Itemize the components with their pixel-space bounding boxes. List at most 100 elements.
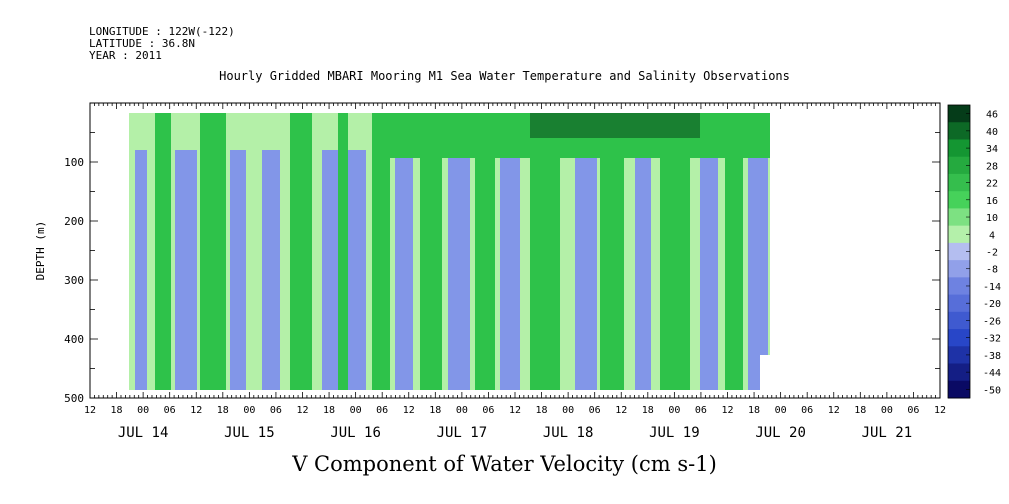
colorbar-label: -20 xyxy=(983,299,1001,310)
positive-band xyxy=(420,113,442,390)
negative-band xyxy=(395,150,413,390)
x-hour-tick-label: 12 xyxy=(84,405,96,416)
x-hour-tick-label: 18 xyxy=(429,405,441,416)
colorbar-label: -38 xyxy=(983,351,1001,362)
colorbar-border xyxy=(947,104,971,399)
colorbar-label: -14 xyxy=(983,282,1001,293)
colorbar-segment xyxy=(948,260,970,278)
colorbar-segment xyxy=(948,139,970,158)
colorbar-label: 22 xyxy=(986,179,998,190)
x-hour-tick-label: 00 xyxy=(137,405,149,416)
positive-band xyxy=(372,113,390,390)
x-hour-tick-label: 06 xyxy=(695,405,707,416)
x-hour-tick-label: 06 xyxy=(589,405,601,416)
colorbar-segment xyxy=(948,105,970,123)
positive-band xyxy=(475,113,495,390)
x-hour-tick-label: 12 xyxy=(615,405,627,416)
x-hour-tick-label: 00 xyxy=(350,405,362,416)
colorbar-segment xyxy=(948,225,970,244)
x-axis-title: V Component of Water Velocity (cm s-1) xyxy=(292,452,717,476)
colorbar-segment xyxy=(948,242,970,261)
x-hour-tick-label: 12 xyxy=(934,405,946,416)
x-hour-tick-label: 18 xyxy=(217,405,229,416)
positive-band xyxy=(660,113,690,390)
colorbar-label: -44 xyxy=(983,368,1001,379)
colorbar-label: -8 xyxy=(986,265,998,276)
negative-band xyxy=(500,150,520,390)
x-date-label: JUL 14 xyxy=(118,425,169,441)
x-hour-tick-label: 00 xyxy=(881,405,893,416)
x-hour-tick-label: 06 xyxy=(376,405,388,416)
x-date-label: JUL 18 xyxy=(543,425,594,441)
surface-strong-band xyxy=(530,113,700,138)
positive-band xyxy=(338,113,348,390)
year-label: YEAR : 2011 xyxy=(89,49,162,62)
x-date-label: JUL 17 xyxy=(437,425,488,441)
y-tick-label: 200 xyxy=(64,215,84,228)
negative-band xyxy=(748,150,768,390)
negative-band xyxy=(700,150,718,390)
x-hour-tick-label: 00 xyxy=(243,405,255,416)
colorbar-segment xyxy=(948,173,970,192)
x-hour-tick-label: 06 xyxy=(801,405,813,416)
negative-band xyxy=(352,150,366,390)
positive-band xyxy=(530,113,560,390)
colorbar-label: 16 xyxy=(986,196,998,207)
negative-band xyxy=(230,150,246,390)
colorbar-segment xyxy=(948,363,970,382)
negative-band xyxy=(575,150,597,390)
colorbar-label: 40 xyxy=(986,127,998,138)
x-hour-tick-label: 18 xyxy=(642,405,654,416)
x-hour-tick-label: 00 xyxy=(775,405,787,416)
negative-band xyxy=(262,150,280,390)
colorbar-label: 10 xyxy=(986,213,998,224)
colorbar-segment xyxy=(948,122,970,140)
axis-ticks xyxy=(89,103,941,399)
positive-band xyxy=(155,113,171,390)
colorbar-label: 28 xyxy=(986,161,998,172)
x-date-label: JUL 19 xyxy=(649,425,700,441)
data-gap xyxy=(760,355,770,390)
colorbar-segment xyxy=(948,329,970,347)
colorbar: 46 40 34 28 22 16 10 4 -2 -8 -14 -20 -26 -32 -38 -44 -50 xyxy=(947,104,1001,399)
positive-band xyxy=(600,113,624,390)
x-hour-tick-label: 06 xyxy=(270,405,282,416)
colorbar-segment xyxy=(948,311,970,330)
x-hour-tick-label: 06 xyxy=(482,405,494,416)
negative-band xyxy=(135,150,147,390)
colorbar-label: 4 xyxy=(989,230,995,241)
colorbar-segment xyxy=(948,277,970,296)
colorbar-segment xyxy=(948,346,970,365)
negative-band xyxy=(635,150,651,390)
x-hour-tick-label: 18 xyxy=(111,405,123,416)
y-tick-label: 300 xyxy=(64,274,84,287)
y-tick-label: 500 xyxy=(64,392,84,405)
x-date-label: JUL 20 xyxy=(755,425,806,441)
x-hour-tick-label: 06 xyxy=(164,405,176,416)
x-hour-tick-label: 18 xyxy=(748,405,760,416)
x-date-label: JUL 21 xyxy=(862,425,913,441)
x-hour-tick-label: 18 xyxy=(323,405,335,416)
colorbar-label: -2 xyxy=(986,248,998,259)
colorbar-label: 46 xyxy=(986,110,998,121)
chart-title: Hourly Gridded MBARI Mooring M1 Sea Wate… xyxy=(219,69,790,83)
positive-band xyxy=(725,113,743,390)
latitude-label: LATITUDE : 36.8N xyxy=(89,37,195,50)
y-tick-label: 100 xyxy=(64,156,84,169)
y-axis-title: DEPTH (m) xyxy=(34,221,47,281)
x-hour-tick-label: 00 xyxy=(668,405,680,416)
x-date-label: JUL 15 xyxy=(224,425,275,441)
colorbar-segment xyxy=(948,380,970,399)
x-hour-tick-label: 00 xyxy=(456,405,468,416)
colorbar-label: -50 xyxy=(983,385,1001,396)
x-hour-tick-label: 12 xyxy=(721,405,733,416)
x-hour-tick-label: 18 xyxy=(536,405,548,416)
colorbar-label: -26 xyxy=(983,316,1001,327)
heatmap-field xyxy=(129,113,770,390)
x-hour-tick-label: 12 xyxy=(190,405,202,416)
colorbar-label: 34 xyxy=(986,144,998,155)
y-tick-label: 400 xyxy=(64,333,84,346)
x-hour-tick-label: 06 xyxy=(907,405,919,416)
x-hour-tick-label: 12 xyxy=(828,405,840,416)
